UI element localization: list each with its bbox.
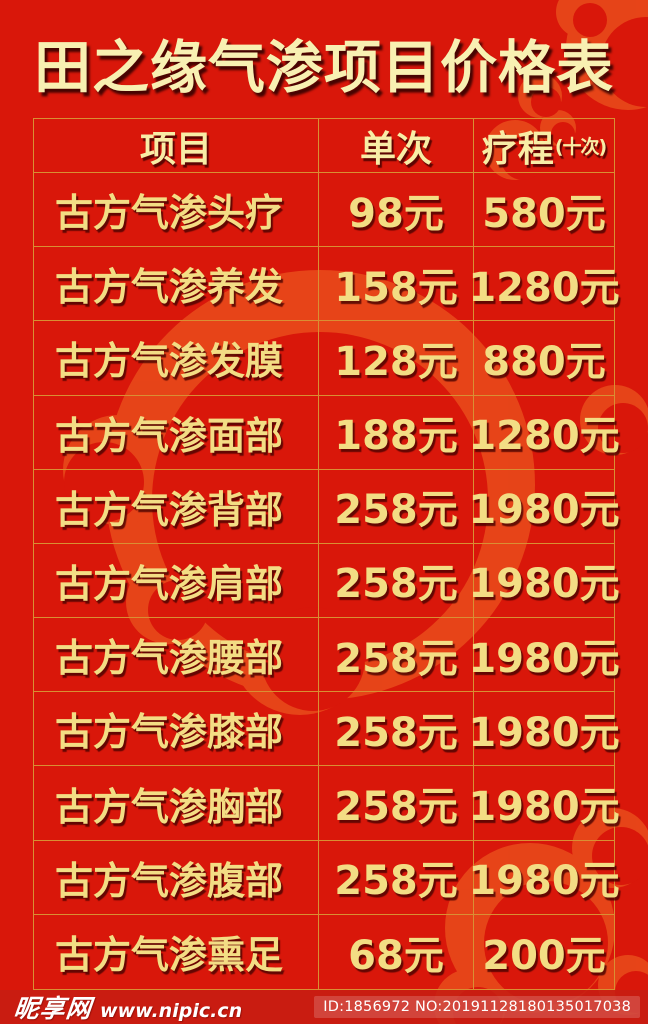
table-row-course: 1980元 [468,692,620,767]
table-row-item: 古方气渗腰部 [34,618,319,693]
page-title: 田之缘气渗项目价格表 [34,35,614,101]
column-header-course: 疗程 (十次) [474,119,614,173]
table-row-item: 古方气渗熏足 [34,914,319,989]
table-row-single: 98元 [319,173,474,248]
table-row-single: 258元 [319,618,474,693]
table-row-single: 188元 [319,395,474,470]
watermark-footer: 昵享网 www.nipic.cn ID:1856972 NO:201911281… [0,990,648,1024]
table-row-course: 1980元 [468,841,620,915]
price-table: 项目 单次 疗程 (十次) 古方气渗头疗 98元 580元 古方气渗养发 158元… [33,118,620,990]
image-id-stamp: ID:1856972 NO:20191128180135017038 [314,996,640,1018]
table-row-course: 580元 [474,173,614,248]
table-row-single: 128元 [319,321,474,396]
table-row-single: 258元 [319,469,474,544]
table-row-item: 古方气渗养发 [34,247,319,322]
table-row-course: 880元 [474,321,614,396]
table-row-item: 古方气渗面部 [34,395,319,470]
column-header-item: 项目 [34,119,319,173]
table-row-single: 68元 [319,914,474,989]
table-row-course: 200元 [482,932,606,979]
table-row-item: 古方气渗背部 [34,469,319,544]
table-row-single: 258元 [319,766,474,841]
table-row-course: 1280元 [468,247,620,322]
nipic-logo: 昵享网 www.nipic.cn [12,989,243,1024]
table-row-single: 158元 [319,247,474,322]
table-row-single: 258元 [319,543,474,619]
table-row-course: 1980元 [468,470,620,544]
table-row-course: 1980元 [468,766,620,841]
table-row-item: 古方气渗头疗 [34,173,319,248]
table-row-course: 1280元 [468,396,620,470]
site-url: www.nipic.cn [100,1000,243,1022]
table-row-single: 258元 [319,840,474,915]
table-row-item: 古方气渗胸部 [34,766,319,841]
column-header-single: 单次 [319,119,474,173]
column-header-course-note: (十次) [554,136,607,158]
table-row-item: 古方气渗膝部 [34,692,319,767]
table-row-course: 1980元 [468,544,620,619]
column-header-course-label: 疗程 [481,128,554,170]
site-name: 昵享网 [12,994,94,1023]
table-row-item: 古方气渗发膜 [34,321,319,396]
table-row-item: 古方气渗肩部 [34,543,319,619]
table-row-item: 古方气渗腹部 [34,840,319,915]
table-row-course: 1980元 [468,618,620,693]
table-row-single: 258元 [319,692,474,767]
